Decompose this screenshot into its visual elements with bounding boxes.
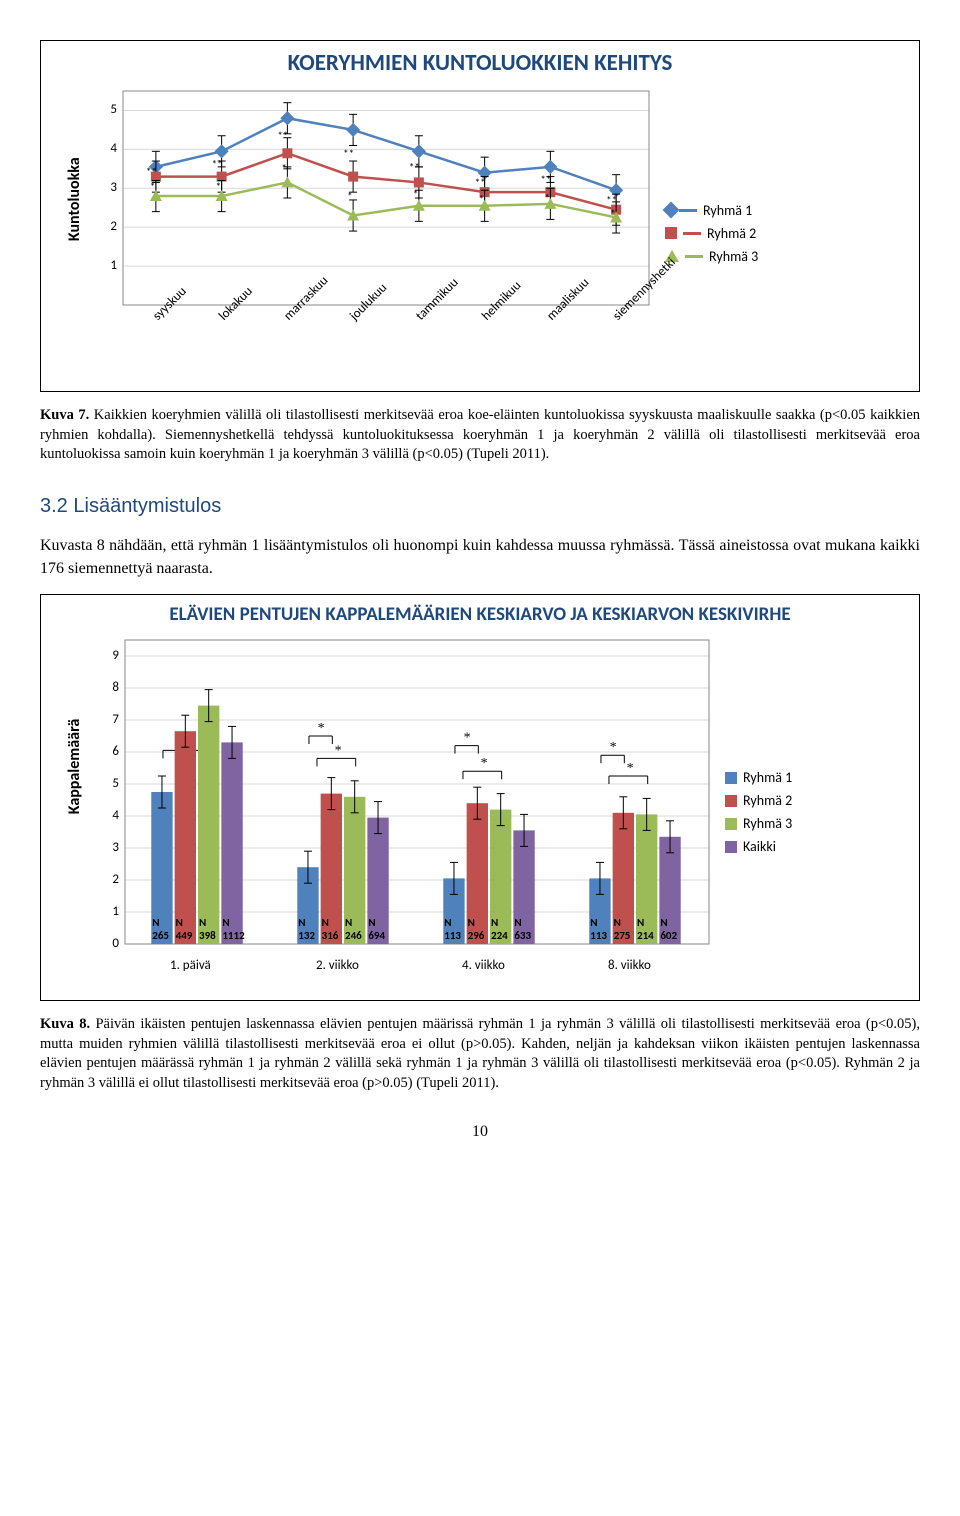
- chart2-n-label: N113: [444, 916, 461, 942]
- section-title: Lisääntymistulos: [73, 495, 221, 517]
- chart1-legend: Ryhmä 1 Ryhmä 2 Ryhmä 3: [665, 196, 758, 271]
- svg-text:*: *: [347, 190, 352, 203]
- chart2-n-label: N316: [322, 916, 339, 942]
- chart2-n-label: N132: [298, 916, 315, 942]
- chart2-xlabel: 1. päivä: [170, 958, 211, 973]
- chart2-xlabel: 8. viikko: [608, 958, 651, 973]
- chart1-container: KOERYHMIEN KUNTOLUOKKIEN KEHITYS Kuntolu…: [40, 40, 920, 392]
- chart2-container: ELÄVIEN PENTUJEN KAPPALEMÄÄRIEN KESKIARV…: [40, 594, 920, 1001]
- svg-text:**: **: [343, 147, 354, 160]
- chart2-n-label: N398: [199, 916, 216, 942]
- chart1-title: KOERYHMIEN KUNTOLUOKKIEN KEHITYS: [49, 49, 911, 77]
- chart2-xlabel: 2. viikko: [316, 958, 359, 973]
- svg-text:*: *: [627, 761, 634, 776]
- svg-text:*: *: [216, 180, 221, 193]
- svg-text:**: **: [277, 130, 288, 143]
- legend-item: Ryhmä 1: [725, 769, 792, 786]
- svg-text:*: *: [544, 192, 549, 205]
- svg-text:*: *: [335, 743, 342, 758]
- chart2-ytick: 9: [101, 648, 119, 663]
- figure7-caption: Kuva 7. Kaikkien koeryhmien välillä oli …: [40, 406, 920, 465]
- chart2-n-label: N449: [176, 916, 193, 942]
- legend-item: Ryhmä 2: [725, 792, 792, 809]
- body-paragraph: Kuvasta 8 nähdään, että ryhmän 1 lisäänt…: [40, 534, 920, 580]
- legend-item: Ryhmä 2: [665, 225, 758, 242]
- chart1-ytick: 1: [99, 258, 117, 273]
- svg-text:*: *: [479, 193, 484, 206]
- svg-text:**: **: [475, 176, 486, 189]
- chart2-n-label: N1112: [222, 916, 244, 942]
- figure8-label: Kuva 8.: [40, 1016, 90, 1032]
- figure7-text: Kaikkien koeryhmien välillä oli tilastol…: [40, 407, 920, 462]
- svg-text:**: **: [146, 166, 157, 179]
- chart2-ytick: 6: [101, 744, 119, 759]
- svg-text:*: *: [413, 188, 418, 201]
- chart1-ylabel: Kuntoluokka: [65, 157, 84, 241]
- chart1-ytick: 2: [99, 219, 117, 234]
- svg-text:*: *: [610, 208, 615, 221]
- chart2-ylabel-zone: Kappalemäärä: [49, 632, 95, 992]
- chart2-area: Kappalemäärä *******0123456789N265N449N3…: [49, 632, 911, 992]
- figure8-caption: Kuva 8. Päivän ikäisten pentujen laskenn…: [40, 1015, 920, 1093]
- chart2-n-label: N633: [514, 916, 531, 942]
- chart1-ylabel-zone: Kuntoluokka: [49, 83, 95, 383]
- svg-text:**: **: [409, 161, 420, 174]
- chart2-ytick: 4: [101, 808, 119, 823]
- svg-text:*: *: [481, 756, 488, 771]
- page-number: 10: [40, 1123, 920, 1141]
- svg-text:*: *: [318, 721, 325, 736]
- chart2-ytick: 2: [101, 872, 119, 887]
- chart1-ytick: 3: [99, 180, 117, 195]
- chart2-ytick: 1: [101, 904, 119, 919]
- chart2-n-label: N694: [368, 916, 385, 942]
- section-num: 3.2: [40, 495, 68, 517]
- chart2-ytick: 7: [101, 712, 119, 727]
- chart1-area: Kuntoluokka ************************1234…: [49, 83, 911, 383]
- chart2-n-label: N224: [491, 916, 508, 942]
- chart2-ytick: 5: [101, 776, 119, 791]
- svg-text:*: *: [281, 162, 286, 175]
- chart2-plot: *******0123456789N265N449N398N11121. päi…: [95, 632, 715, 992]
- chart2-ytick: 3: [101, 840, 119, 855]
- svg-text:**: **: [540, 174, 551, 187]
- svg-text:*: *: [150, 180, 155, 193]
- chart2-n-label: N246: [345, 916, 362, 942]
- chart2-n-label: N265: [152, 916, 169, 942]
- svg-text:*: *: [610, 740, 617, 755]
- chart2-legend: Ryhmä 1 Ryhmä 2 Ryhmä 3 Kaikki: [725, 763, 792, 861]
- chart2-ytick: 0: [101, 936, 119, 951]
- chart2-ylabel: Kappalemäärä: [65, 719, 84, 815]
- svg-text:*: *: [464, 731, 471, 746]
- svg-text:**: **: [212, 158, 223, 171]
- legend-item: Ryhmä 3: [665, 248, 758, 265]
- chart2-ytick: 8: [101, 680, 119, 695]
- chart2-n-label: N602: [660, 916, 677, 942]
- figure8-text: Päivän ikäisten pentujen laskennassa elä…: [40, 1016, 920, 1091]
- section-heading: 3.2 Lisääntymistulos: [40, 495, 920, 518]
- legend-item: Ryhmä 1: [665, 202, 758, 219]
- chart2-n-label: N214: [637, 916, 654, 942]
- chart1-plot: ************************12345syyskuuloka…: [95, 83, 655, 383]
- chart2-title: ELÄVIEN PENTUJEN KAPPALEMÄÄRIEN KESKIARV…: [49, 603, 911, 626]
- chart1-ytick: 5: [99, 102, 117, 117]
- chart2-n-label: N275: [614, 916, 631, 942]
- svg-text:**: **: [606, 194, 617, 207]
- legend-item: Ryhmä 3: [725, 815, 792, 832]
- chart2-xlabel: 4. viikko: [462, 958, 505, 973]
- chart1-ytick: 4: [99, 141, 117, 156]
- chart2-n-label: N113: [590, 916, 607, 942]
- chart2-n-label: N296: [468, 916, 485, 942]
- figure7-label: Kuva 7.: [40, 407, 89, 423]
- legend-item: Kaikki: [725, 838, 792, 855]
